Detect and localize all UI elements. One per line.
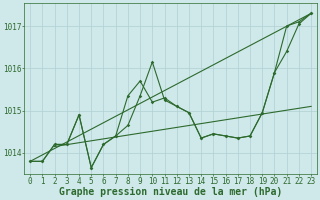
X-axis label: Graphe pression niveau de la mer (hPa): Graphe pression niveau de la mer (hPa) [59,187,282,197]
